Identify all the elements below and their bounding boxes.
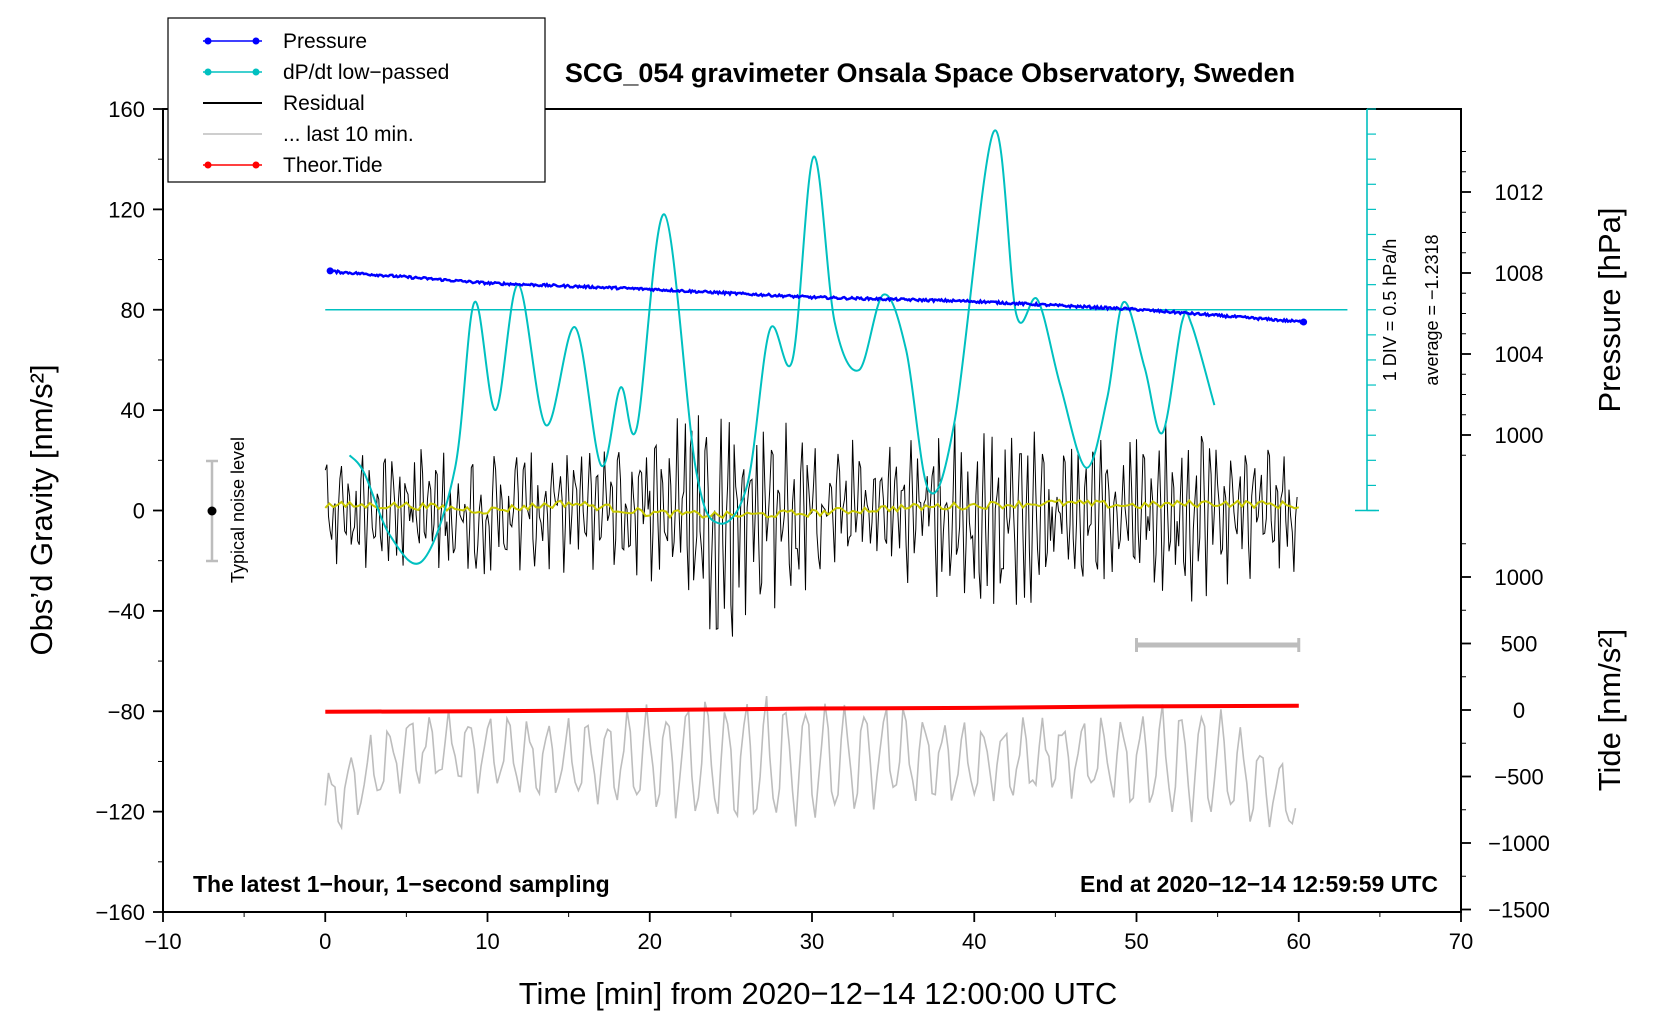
tide-tick-label: −500 <box>1494 765 1544 790</box>
x-tick-label: 40 <box>962 929 986 954</box>
x-tick-label: 30 <box>800 929 824 954</box>
dpdt-average-label: average = −1.2318 <box>1422 234 1442 385</box>
x-axis-title: Time [min] from 2020−12−14 12:00:00 UTC <box>519 976 1118 1011</box>
pressure-axis-title: Pressure [hPa] <box>1592 207 1627 412</box>
tide-axis-title: Tide [nm/s²] <box>1592 629 1627 792</box>
tide-tick-label: 500 <box>1501 632 1538 657</box>
pressure-tick-label: 1012 <box>1495 180 1544 205</box>
pressure-line <box>329 268 1304 325</box>
pressure-tick-label: 1004 <box>1495 342 1544 367</box>
pressure-axis: 1012 1008 1004 1000 <box>1461 151 1544 456</box>
series-layer <box>324 129 1348 831</box>
legend-label: ... last 10 min. <box>283 123 414 146</box>
residual-lowpass-line <box>324 498 1300 520</box>
y-tick-label: 80 <box>121 298 145 323</box>
pressure-tick-label: 1008 <box>1495 261 1544 286</box>
legend-marker <box>252 37 260 45</box>
chart-title: SCG_054 gravimeter Onsala Space Observat… <box>565 58 1295 88</box>
legend-marker <box>252 161 260 169</box>
tide-axis: 1000 500 0 −500 −1000 −1500 <box>1461 543 1550 923</box>
residual-line <box>324 415 1298 637</box>
tide-tick-label: −1000 <box>1488 831 1550 856</box>
noise-level-indicator <box>206 459 218 563</box>
y-axis: 160 120 80 40 0 −40 −80 −120 −160 <box>95 97 163 925</box>
dpdt-scale-axis <box>1355 108 1379 512</box>
tide-tick-label: −1500 <box>1488 898 1550 923</box>
noise-level-label: Typical noise level <box>228 437 248 583</box>
y-tick-label: −160 <box>95 900 145 925</box>
legend-marker <box>204 37 212 45</box>
y-axis-title: Obs’d Gravity [nm/s²] <box>24 364 59 655</box>
dpdt-line <box>348 129 1216 565</box>
y-tick-label: 0 <box>133 499 145 524</box>
x-tick-label: 70 <box>1449 929 1473 954</box>
x-tick-label: 10 <box>475 929 499 954</box>
legend-label: Pressure <box>283 30 367 53</box>
x-tick-label: −10 <box>144 929 181 954</box>
y-tick-label: −120 <box>95 800 145 825</box>
x-tick-label: 50 <box>1124 929 1148 954</box>
legend-marker <box>204 161 212 169</box>
legend-marker <box>252 68 260 76</box>
bottom-right-note: End at 2020−12−14 12:59:59 UTC <box>1080 871 1438 897</box>
pressure-start-point <box>326 267 334 275</box>
y-tick-label: 40 <box>121 398 145 423</box>
tide-tick-label: 1000 <box>1495 565 1544 590</box>
x-tick-label: 20 <box>638 929 662 954</box>
legend-label: dP/dt low−passed <box>283 61 449 84</box>
y-tick-label: 160 <box>108 97 145 122</box>
last-10-min-line <box>324 696 1297 831</box>
pressure-tick-label: 1000 <box>1495 423 1544 448</box>
tide-line <box>325 703 1299 714</box>
pressure-end-point <box>1300 318 1308 326</box>
x-tick-label: 0 <box>319 929 331 954</box>
tide-tick-label: 0 <box>1513 698 1525 723</box>
x-tick-label: 60 <box>1287 929 1311 954</box>
bottom-left-note: The latest 1−hour, 1−second sampling <box>193 871 610 897</box>
dpdt-scale-label: 1 DIV = 0.5 hPa/h <box>1380 239 1400 382</box>
legend-label: Residual <box>283 92 365 115</box>
legend: Pressure dP/dt low−passed Residual ... last… <box>167 17 546 183</box>
legend-label: Theor.Tide <box>283 154 383 177</box>
y-tick-label: −40 <box>108 599 145 624</box>
legend-marker <box>204 68 212 76</box>
x-axis: −10 0 10 20 30 40 50 60 70 <box>144 912 1473 954</box>
y-tick-label: 120 <box>108 197 145 222</box>
y-tick-label: −80 <box>108 699 145 724</box>
